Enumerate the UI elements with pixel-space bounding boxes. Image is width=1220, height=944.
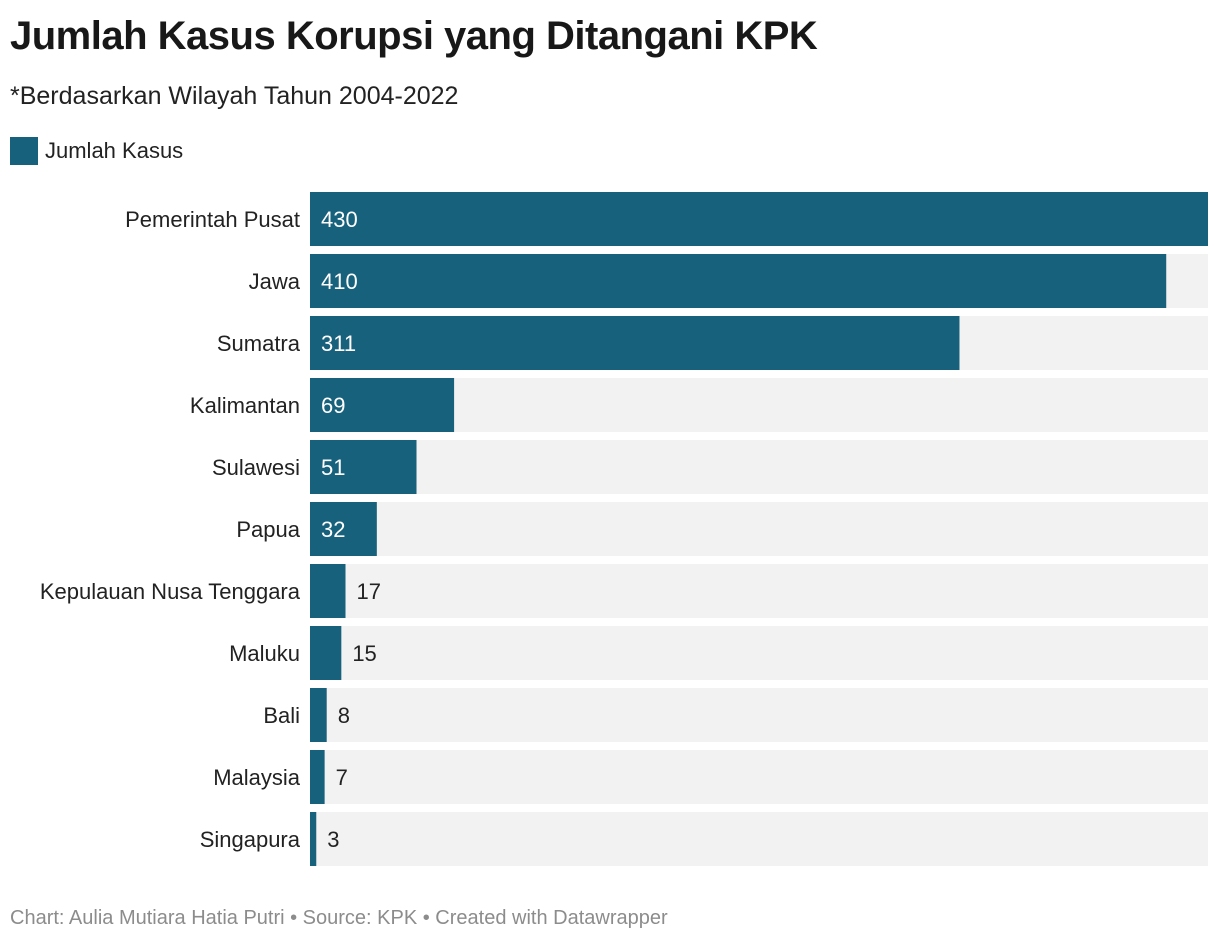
legend: Jumlah Kasus (10, 136, 183, 166)
value-label: 51 (321, 455, 345, 480)
chart-subtitle: *Berdasarkan Wilayah Tahun 2004-2022 (10, 82, 459, 110)
value-label: 69 (321, 393, 345, 418)
bar (310, 378, 455, 432)
chart-title: Jumlah Kasus Korupsi yang Ditangani KPK (10, 14, 818, 58)
category-label: Malaysia (213, 765, 301, 790)
chart-footer-credit: Chart: Aulia Mutiara Hatia Putri • Sourc… (10, 907, 668, 929)
value-label: 3 (327, 827, 339, 852)
bar (310, 688, 327, 742)
legend-swatch (10, 137, 38, 165)
category-label: Kalimantan (190, 393, 300, 418)
value-label: 8 (338, 703, 350, 728)
category-label: Singapura (200, 827, 301, 852)
category-label: Sumatra (217, 331, 301, 356)
legend-label: Jumlah Kasus (45, 138, 184, 163)
value-label: 430 (321, 207, 358, 232)
bar-track (310, 812, 1208, 866)
category-label: Maluku (229, 641, 300, 666)
bar-track (310, 688, 1208, 742)
value-label: 32 (321, 517, 345, 542)
category-label: Kepulauan Nusa Tenggara (40, 579, 301, 604)
category-label: Jawa (249, 269, 301, 294)
bar (310, 626, 342, 680)
bar (310, 750, 325, 804)
value-label: 311 (321, 331, 356, 356)
value-label: 7 (336, 765, 348, 790)
bar-track (310, 626, 1208, 680)
bar-track (310, 502, 1208, 556)
bar-chart: Pemerintah Pusat 430 Jawa 410 Sumatra 311 Kali… (40, 192, 1208, 866)
bar-track (310, 750, 1208, 804)
bar-track (310, 440, 1208, 494)
bar (310, 440, 417, 494)
bar (310, 812, 317, 866)
value-label: 410 (321, 269, 358, 294)
bar (310, 316, 960, 370)
bar-track (310, 378, 1208, 432)
category-label: Bali (263, 703, 300, 728)
category-label: Pemerintah Pusat (125, 207, 300, 232)
bar (310, 254, 1167, 308)
bar (310, 564, 346, 618)
bar (310, 192, 1208, 246)
category-label: Sulawesi (212, 455, 300, 480)
value-label: 15 (352, 641, 376, 666)
value-label: 17 (357, 579, 381, 604)
bar (310, 502, 377, 556)
bar-track (310, 564, 1208, 618)
category-label: Papua (236, 517, 300, 542)
